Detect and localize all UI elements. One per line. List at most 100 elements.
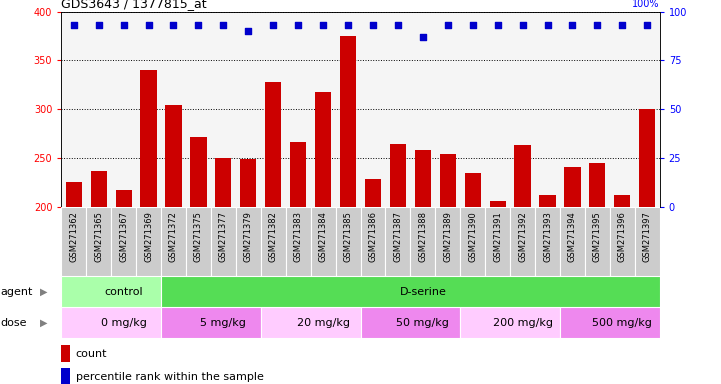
Bar	[460, 207, 485, 276]
Bar	[639, 109, 655, 207]
Bar	[539, 195, 556, 207]
Point	[118, 22, 129, 28]
Text: GSM271385: GSM271385	[343, 211, 353, 262]
Bar	[186, 207, 211, 276]
Point	[541, 22, 553, 28]
Text: GSM271382: GSM271382	[269, 211, 278, 262]
Point	[293, 22, 304, 28]
Point	[317, 22, 329, 28]
Bar	[165, 104, 182, 207]
Bar	[261, 307, 360, 338]
Bar	[440, 154, 456, 207]
Bar	[161, 307, 261, 338]
Bar	[485, 207, 510, 276]
Bar	[115, 190, 132, 207]
Text: GSM271375: GSM271375	[194, 211, 203, 262]
Point	[392, 22, 404, 28]
Bar	[610, 207, 634, 276]
Point	[517, 22, 528, 28]
Bar	[560, 307, 660, 338]
Text: D-serine: D-serine	[399, 287, 446, 297]
Bar	[589, 163, 606, 207]
Bar	[61, 276, 161, 307]
Point	[143, 22, 154, 28]
Bar	[390, 144, 406, 207]
Bar	[510, 207, 535, 276]
Point	[467, 22, 479, 28]
Bar	[161, 207, 186, 276]
Point	[492, 22, 503, 28]
Text: GSM271394: GSM271394	[568, 211, 577, 262]
Text: 100%: 100%	[632, 0, 660, 9]
Bar	[66, 182, 82, 207]
Text: GSM271392: GSM271392	[518, 211, 527, 262]
Bar	[535, 207, 560, 276]
Point	[367, 22, 379, 28]
Bar	[560, 207, 585, 276]
Text: ▶: ▶	[40, 318, 47, 328]
Text: 0 mg/kg: 0 mg/kg	[101, 318, 146, 328]
Bar	[490, 200, 505, 207]
Text: 50 mg/kg: 50 mg/kg	[397, 318, 449, 328]
Bar	[311, 207, 335, 276]
Bar	[614, 195, 630, 207]
Point	[417, 34, 428, 40]
Point	[567, 22, 578, 28]
Point	[592, 22, 603, 28]
Text: GSM271386: GSM271386	[368, 211, 378, 262]
Bar	[211, 207, 236, 276]
Point	[193, 22, 204, 28]
Bar	[365, 179, 381, 207]
Bar	[340, 36, 356, 207]
Text: GSM271383: GSM271383	[293, 211, 303, 262]
Point	[68, 22, 79, 28]
Bar	[435, 207, 460, 276]
Point	[218, 22, 229, 28]
Text: GSM271393: GSM271393	[543, 211, 552, 262]
Point	[616, 22, 628, 28]
Bar	[91, 171, 107, 207]
Bar	[61, 307, 161, 338]
Text: GSM271390: GSM271390	[468, 211, 477, 262]
Bar	[360, 207, 386, 276]
Text: GDS3643 / 1377815_at: GDS3643 / 1377815_at	[61, 0, 207, 10]
Text: 5 mg/kg: 5 mg/kg	[200, 318, 247, 328]
Bar	[136, 207, 161, 276]
Text: GSM271389: GSM271389	[443, 211, 452, 262]
Bar	[265, 82, 281, 207]
Text: GSM271365: GSM271365	[94, 211, 103, 262]
Text: 200 mg/kg: 200 mg/kg	[492, 318, 552, 328]
Text: dose: dose	[1, 318, 27, 328]
Bar	[111, 207, 136, 276]
Text: agent: agent	[1, 287, 33, 297]
Bar	[216, 158, 231, 207]
Text: GSM271384: GSM271384	[319, 211, 327, 262]
Bar	[141, 70, 156, 207]
Bar	[415, 150, 431, 207]
Text: GSM271369: GSM271369	[144, 211, 153, 262]
Bar	[634, 207, 660, 276]
Bar	[335, 207, 360, 276]
Text: GSM271377: GSM271377	[219, 211, 228, 262]
Bar	[460, 307, 560, 338]
Bar	[61, 345, 71, 362]
Bar	[585, 207, 610, 276]
Bar	[515, 145, 531, 207]
Bar	[286, 207, 311, 276]
Bar	[240, 159, 257, 207]
Text: count: count	[76, 349, 107, 359]
Text: GSM271396: GSM271396	[618, 211, 627, 262]
Point	[168, 22, 180, 28]
Point	[242, 28, 254, 34]
Text: GSM271367: GSM271367	[119, 211, 128, 262]
Point	[342, 22, 354, 28]
Text: GSM271372: GSM271372	[169, 211, 178, 262]
Point	[642, 22, 653, 28]
Text: 500 mg/kg: 500 mg/kg	[593, 318, 653, 328]
Bar	[161, 276, 660, 307]
Text: GSM271397: GSM271397	[642, 211, 652, 262]
Bar	[360, 307, 460, 338]
Bar	[61, 207, 87, 276]
Point	[267, 22, 279, 28]
Bar	[386, 207, 410, 276]
